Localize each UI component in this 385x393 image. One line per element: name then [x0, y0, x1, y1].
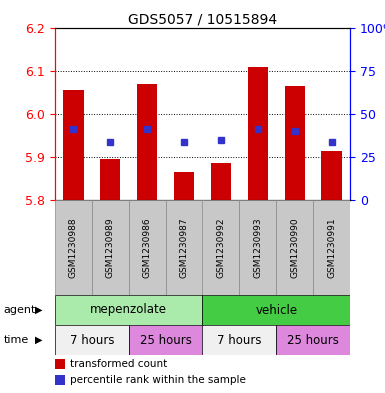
Text: GSM1230989: GSM1230989	[106, 217, 115, 278]
Text: 25 hours: 25 hours	[140, 334, 192, 347]
Text: GSM1230993: GSM1230993	[253, 217, 262, 278]
Text: 7 hours: 7 hours	[70, 334, 114, 347]
Bar	[174, 172, 194, 200]
Text: GSM1230992: GSM1230992	[216, 217, 226, 278]
Text: 25 hours: 25 hours	[287, 334, 339, 347]
Bar	[211, 163, 231, 200]
Text: GSM1230988: GSM1230988	[69, 217, 78, 278]
Text: GSM1230986: GSM1230986	[143, 217, 152, 278]
Bar	[203, 200, 239, 295]
Bar	[248, 67, 268, 200]
Bar	[92, 200, 129, 295]
Bar	[166, 200, 203, 295]
Text: 7 hours: 7 hours	[217, 334, 262, 347]
Text: time: time	[4, 335, 29, 345]
Text: GSM1230990: GSM1230990	[290, 217, 299, 278]
Bar	[203, 295, 350, 325]
Bar	[239, 200, 276, 295]
Bar	[129, 325, 203, 355]
Bar	[100, 159, 121, 200]
Bar	[285, 86, 305, 200]
Bar	[321, 151, 342, 200]
Bar	[55, 200, 92, 295]
Text: transformed count: transformed count	[70, 359, 167, 369]
Text: ▶: ▶	[35, 305, 42, 315]
Bar	[129, 200, 166, 295]
Text: vehicle: vehicle	[255, 303, 297, 316]
Bar	[276, 325, 350, 355]
Title: GDS5057 / 10515894: GDS5057 / 10515894	[128, 13, 277, 27]
Text: mepenzolate: mepenzolate	[90, 303, 167, 316]
Bar	[313, 200, 350, 295]
Bar	[55, 295, 203, 325]
Text: GSM1230991: GSM1230991	[327, 217, 336, 278]
Bar	[55, 325, 129, 355]
Text: GSM1230987: GSM1230987	[179, 217, 189, 278]
Text: agent: agent	[4, 305, 36, 315]
Bar	[137, 84, 157, 200]
Bar	[276, 200, 313, 295]
Text: ▶: ▶	[35, 335, 42, 345]
Bar	[203, 325, 276, 355]
Bar	[63, 90, 84, 200]
Text: percentile rank within the sample: percentile rank within the sample	[70, 375, 246, 385]
